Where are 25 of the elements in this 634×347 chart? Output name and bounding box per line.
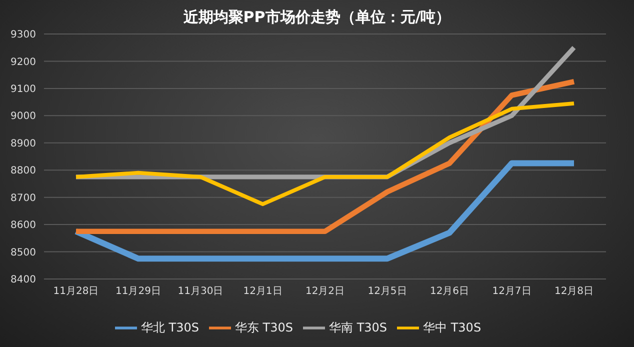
y-tick-label: 9100	[10, 84, 36, 95]
x-tick-label: 12月6日	[430, 286, 470, 298]
legend-label: 华东 T30S	[234, 320, 293, 334]
y-tick-label: 8800	[10, 166, 36, 177]
legend-label: 华中 T30S	[423, 320, 482, 334]
y-tick-label: 8900	[10, 138, 36, 150]
x-tick-label: 12月7日	[492, 286, 532, 298]
legend-label: 华南 T30S	[329, 320, 388, 334]
legend-label: 华北 T30S	[140, 320, 199, 334]
x-tick-label: 12月2日	[305, 286, 345, 298]
y-tick-label: 8600	[10, 220, 36, 232]
y-tick-label: 9200	[10, 56, 36, 68]
x-tick-label: 11月30日	[178, 286, 224, 298]
line-series	[74, 101, 576, 206]
y-tick-label: 8700	[10, 192, 36, 204]
x-tick-label: 12月8日	[554, 286, 594, 298]
y-tick-label: 8400	[10, 274, 36, 286]
x-tick-label: 11月29日	[116, 286, 161, 298]
y-tick-label: 8500	[10, 247, 36, 258]
y-tick-label: 9300	[10, 30, 36, 41]
chart-title: 近期均聚PP市场价走势（单位：元/吨）	[182, 8, 452, 27]
x-tick-label: 12月5日	[368, 286, 407, 298]
x-tick-label: 12月1日	[243, 286, 282, 298]
x-tick-label: 11月28日	[53, 286, 99, 298]
y-tick-label: 9000	[10, 111, 36, 122]
